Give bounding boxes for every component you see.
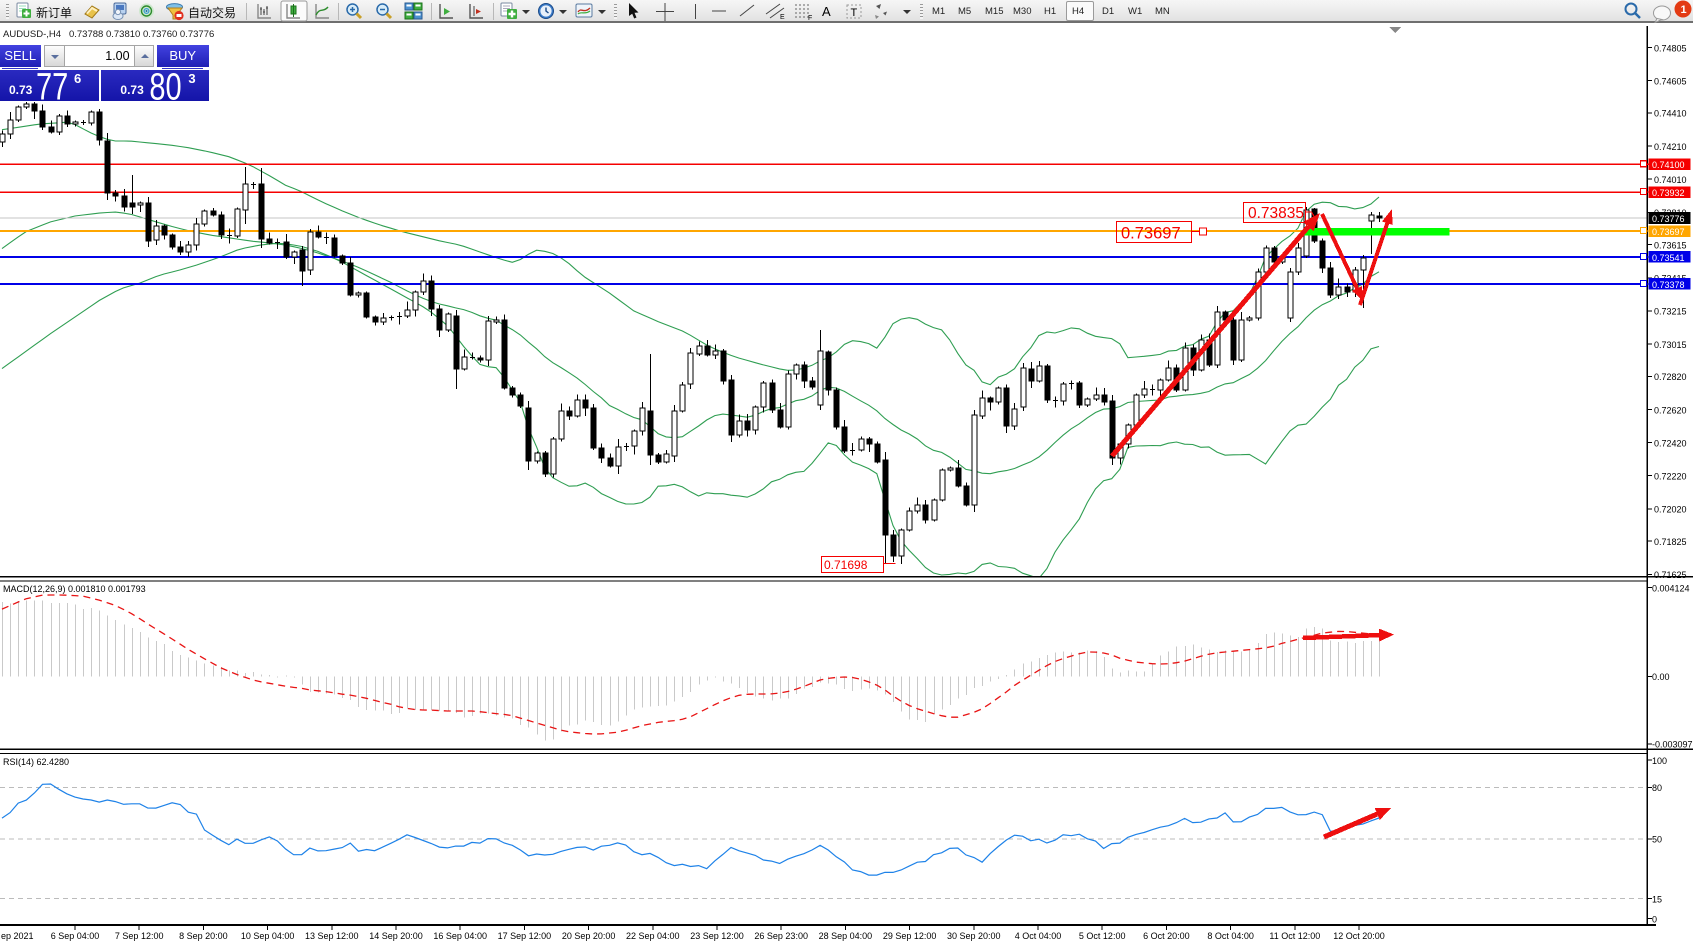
svg-text:29 Sep 12:00: 29 Sep 12:00	[883, 931, 937, 941]
svg-text:28 Sep 04:00: 28 Sep 04:00	[819, 931, 873, 941]
svg-text:15: 15	[1652, 894, 1662, 904]
svg-text:12 Oct 20:00: 12 Oct 20:00	[1333, 931, 1385, 941]
svg-text:0.74100: 0.74100	[1652, 160, 1685, 170]
svg-text:10 Sep 04:00: 10 Sep 04:00	[241, 931, 295, 941]
svg-text:0.72620: 0.72620	[1654, 405, 1687, 415]
svg-text:30 Sep 20:00: 30 Sep 20:00	[947, 931, 1001, 941]
svg-text:0.73015: 0.73015	[1654, 340, 1687, 350]
svg-text:0.74410: 0.74410	[1654, 109, 1687, 119]
svg-text:22 Sep 04:00: 22 Sep 04:00	[626, 931, 680, 941]
svg-text:0.71825: 0.71825	[1654, 537, 1687, 547]
svg-text:8 Sep 20:00: 8 Sep 20:00	[179, 931, 228, 941]
svg-text:0.73541: 0.73541	[1652, 253, 1685, 263]
svg-text:8 Oct 04:00: 8 Oct 04:00	[1207, 931, 1254, 941]
svg-text:0.74605: 0.74605	[1654, 76, 1687, 86]
svg-text:50: 50	[1652, 835, 1662, 845]
svg-text:0.73378: 0.73378	[1652, 280, 1685, 290]
svg-text:0.73932: 0.73932	[1652, 188, 1685, 198]
svg-text:6 Sep 04:00: 6 Sep 04:00	[51, 931, 100, 941]
svg-text:20 Sep 20:00: 20 Sep 20:00	[562, 931, 616, 941]
svg-text:0.73835: 0.73835	[1248, 205, 1304, 222]
svg-text:5 Oct 12:00: 5 Oct 12:00	[1079, 931, 1126, 941]
svg-text:T: T	[851, 7, 858, 19]
svg-text:0.71698: 0.71698	[824, 558, 868, 572]
svg-text:4 Oct 04:00: 4 Oct 04:00	[1015, 931, 1062, 941]
svg-text:16 Sep 04:00: 16 Sep 04:00	[433, 931, 487, 941]
svg-text:0.73697: 0.73697	[1652, 227, 1685, 237]
svg-text:0.72820: 0.72820	[1654, 372, 1687, 382]
svg-text:ep 2021: ep 2021	[1, 931, 34, 941]
svg-text:0: 0	[1652, 914, 1657, 924]
svg-text:1: 1	[1681, 4, 1687, 16]
svg-text:17 Sep 12:00: 17 Sep 12:00	[498, 931, 552, 941]
svg-text:0.71625: 0.71625	[1654, 570, 1687, 580]
svg-text:MACD(12,26,9) 0.001810 0.00179: MACD(12,26,9) 0.001810 0.001793	[3, 584, 146, 594]
svg-text:0.73776: 0.73776	[1652, 214, 1685, 224]
svg-text:0.72220: 0.72220	[1654, 472, 1687, 482]
svg-text:11 Oct 12:00: 11 Oct 12:00	[1269, 931, 1320, 941]
svg-text:7 Sep 12:00: 7 Sep 12:00	[115, 931, 164, 941]
svg-text:14 Sep 20:00: 14 Sep 20:00	[369, 931, 423, 941]
svg-text:-0.003097: -0.003097	[1652, 740, 1693, 750]
svg-text:0.00: 0.00	[1652, 672, 1670, 682]
svg-text:RSI(14) 62.4280: RSI(14) 62.4280	[3, 757, 69, 767]
svg-text:0.73215: 0.73215	[1654, 307, 1687, 317]
svg-text:0.72020: 0.72020	[1654, 505, 1687, 515]
svg-text:0.73615: 0.73615	[1654, 240, 1687, 250]
svg-text:13 Sep 12:00: 13 Sep 12:00	[305, 931, 359, 941]
svg-text:80: 80	[1652, 783, 1662, 793]
svg-text:E: E	[780, 14, 785, 21]
svg-text:0.74010: 0.74010	[1654, 175, 1687, 185]
svg-text:100: 100	[1652, 756, 1667, 766]
svg-text:0.72420: 0.72420	[1654, 438, 1687, 448]
svg-text:0.004124: 0.004124	[1652, 583, 1690, 593]
svg-text:26 Sep 23:00: 26 Sep 23:00	[754, 931, 808, 941]
svg-text:A: A	[822, 4, 831, 19]
svg-text:F: F	[808, 15, 812, 22]
svg-text:0.73697: 0.73697	[1121, 225, 1181, 243]
svg-text:0.74210: 0.74210	[1654, 142, 1687, 152]
svg-text:0.74805: 0.74805	[1654, 43, 1687, 53]
svg-text:23 Sep 12:00: 23 Sep 12:00	[690, 931, 744, 941]
svg-text:6 Oct 20:00: 6 Oct 20:00	[1143, 931, 1190, 941]
